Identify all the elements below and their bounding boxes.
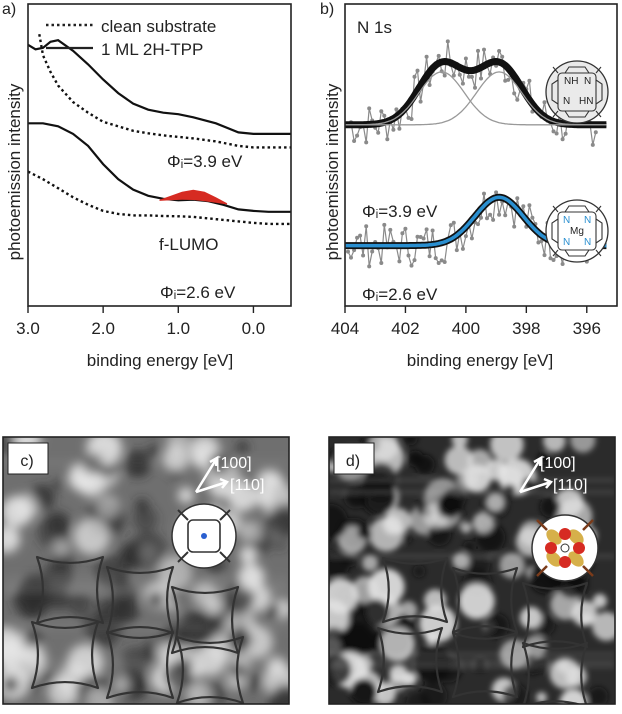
f-lumo-area	[159, 189, 228, 205]
annotation-phi-3-9-a: Φᵢ=3.9 eV	[167, 152, 243, 171]
panel-a-legend: clean substrate 1 ML 2H-TPP	[46, 17, 216, 59]
molecule-mg-tpp-icon: N N Mg N N	[545, 199, 609, 263]
mol1-label-n2: N	[563, 96, 570, 107]
panel-a-frame	[27, 3, 292, 307]
mol2-label-n4: N	[584, 237, 591, 248]
mol1-label-nh: NH	[564, 76, 578, 87]
panel-c-molecule-overlay	[171, 503, 237, 569]
mol2-label-mg: Mg	[570, 226, 584, 237]
panel-a-x-ticks: 3.0 2.0 1.0 0.0	[16, 306, 265, 338]
mol1-label-n1: N	[584, 76, 591, 87]
panel-a-xlabel: binding energy [eV]	[87, 351, 234, 370]
panel-c-label: c)	[20, 453, 33, 470]
mol1-label-hn: HN	[579, 96, 593, 107]
panel-b-tick-label: 402	[391, 319, 419, 338]
annotation-phi-3-9-b: Φᵢ=3.9 eV	[362, 202, 438, 221]
panel-d-dir-100: [100]	[540, 455, 576, 472]
panel-d-dir-110: [110]	[553, 477, 587, 494]
panel-b-tick-label: 398	[512, 319, 540, 338]
panel-d-molecule-overlay	[531, 514, 599, 582]
mol2-label-n2: N	[584, 215, 591, 226]
panel-b-ylabel: photoemission intensity	[323, 83, 342, 260]
mol2-label-n3: N	[563, 237, 570, 248]
panel-b-title: N 1s	[357, 18, 392, 37]
panel-b: b) photoemission intensity N 1s 404 402 40…	[320, 1, 618, 370]
panel-c-dir-110: [110]	[230, 477, 264, 494]
panel-d-direction-arrows	[518, 455, 554, 494]
panel-b-frame	[344, 3, 618, 307]
panel-d-label: d)	[346, 453, 360, 470]
annotation-phi-2-6-b: Φᵢ=2.6 eV	[362, 285, 438, 304]
panel-a-plot-area	[27, 33, 291, 226]
panel-b-x-ticks: 404 402 400 398 396	[331, 306, 601, 338]
panel-a-label: a)	[2, 1, 16, 18]
mol2-label-n1: N	[563, 215, 570, 226]
panel-a-series-2h-tpp-2	[28, 122, 291, 213]
panel-a-tick-label: 1.0	[166, 319, 190, 338]
panel-a-tick-label: 2.0	[91, 319, 115, 338]
panel-b-component-2	[345, 71, 607, 126]
panel-b-label: b)	[320, 1, 334, 18]
molecule-2h-tpp-icon: NH N N HN	[545, 60, 609, 124]
panel-d-stm-image: d) [100] [110]	[328, 436, 616, 705]
annotation-f-lumo: f-LUMO	[159, 235, 219, 254]
panel-c-dir-100: [100]	[216, 455, 252, 472]
panel-a-tick-label: 0.0	[242, 319, 266, 338]
legend-clean-substrate: clean substrate	[101, 17, 216, 36]
panel-b-tick-label: 400	[452, 319, 480, 338]
panel-b-xlabel: binding energy [eV]	[407, 351, 554, 370]
panel-a-ylabel: photoemission intensity	[5, 83, 24, 260]
panel-c-direction-arrows	[194, 455, 230, 494]
legend-2h-tpp: 1 ML 2H-TPP	[101, 40, 203, 59]
panel-c-stm-image: c) [100] [110]	[2, 436, 290, 705]
annotation-phi-2-6-a: Φᵢ=2.6 eV	[160, 283, 236, 302]
panel-a: a) photoemission intensity 3.0 2.0 1.0 0.0 …	[2, 1, 292, 370]
panel-a-series-clean-substrate-3	[27, 170, 291, 226]
panel-a-series-2h-tpp-0	[27, 39, 291, 135]
panel-a-tick-label: 3.0	[16, 319, 40, 338]
panel-b-tick-label: 396	[573, 319, 601, 338]
panel-b-component-1	[345, 71, 607, 126]
panel-a-series-clean-substrate-1	[38, 33, 291, 149]
panel-b-tick-label: 404	[331, 319, 359, 338]
